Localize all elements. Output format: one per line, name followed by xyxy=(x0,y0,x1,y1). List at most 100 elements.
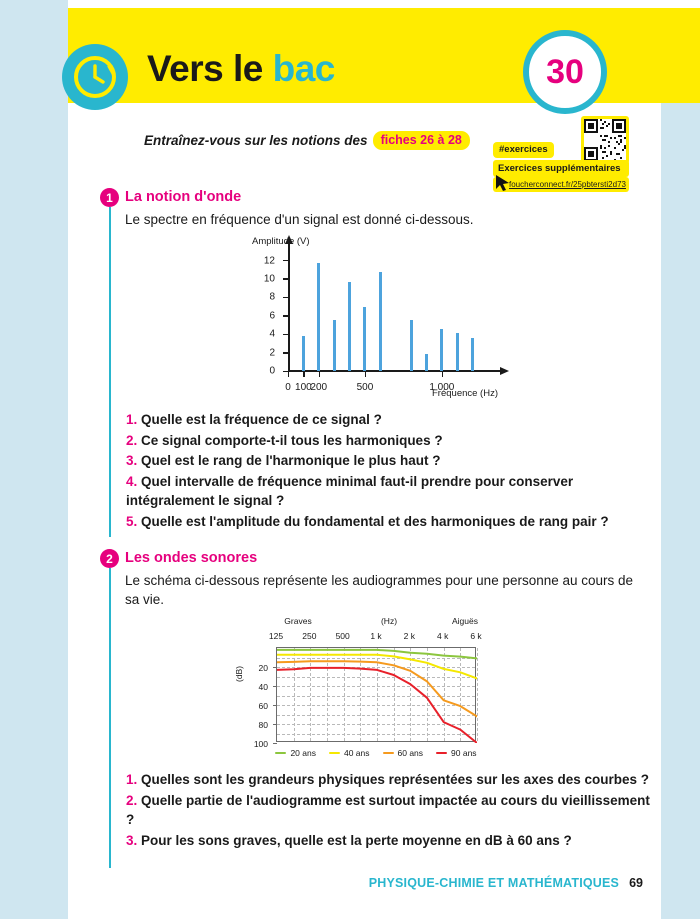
audiogram-legend-swatch xyxy=(436,751,448,755)
qr-code-icon[interactable] xyxy=(581,116,629,164)
audiogram-gridline-vertical xyxy=(343,648,345,741)
audiogram-x-tick-label: 500 xyxy=(335,631,350,641)
audiogram-gridline-vertical xyxy=(410,648,412,741)
spectrum-bar xyxy=(471,337,475,371)
spectrum-y-tick-label: 10 xyxy=(263,273,275,285)
spectrum-bar xyxy=(301,335,305,371)
audiogram-x-tick-label: 2 k xyxy=(403,631,415,641)
audiogram-gridline-vertical xyxy=(310,648,312,741)
question-number: 2. xyxy=(126,432,138,448)
audiogram-plot-area: 20 40 60 80 100 xyxy=(254,647,478,749)
spectrum-x-arrow-icon xyxy=(500,367,509,376)
section-2-body: Le schéma ci-dessous représente les audi… xyxy=(125,573,634,608)
spectrum-y-tick-label: 2 xyxy=(269,347,275,359)
question-item: 5. Quelle est l'amplitude du fondamental… xyxy=(126,512,656,532)
spectrum-y-axis-label: Amplitude (V) xyxy=(252,236,310,247)
audiogram-legend: 20 ans 40 ans 60 ans 90 ans xyxy=(266,748,486,758)
spectrum-y-tick: 8 xyxy=(269,292,288,303)
question-number: 1. xyxy=(126,772,138,787)
audiogram-gridline-vertical-minor xyxy=(460,648,462,741)
section-1-body: Le spectre en fréquence d'un signal est … xyxy=(125,212,474,227)
audiogram-legend-item: 60 ans xyxy=(382,748,424,758)
question-text: Pour les sons graves, quelle est la pert… xyxy=(141,832,572,848)
question-number: 2. xyxy=(126,792,138,808)
spectrum-x-tick-label: 0 xyxy=(285,382,291,393)
spectrum-y-tick: 10 xyxy=(264,274,288,285)
audiogram-gridline-vertical xyxy=(443,648,445,741)
section-2-bullet: 2 xyxy=(100,549,119,568)
question-text: Quel intervalle de fréquence minimal fau… xyxy=(126,473,574,509)
audiogram-gridline-vertical-minor xyxy=(393,648,395,741)
question-text: Quelles sont les grandeurs physiques rep… xyxy=(141,772,649,787)
exercices-url[interactable]: foucherconnect.fr/25pbtersti2d73 xyxy=(493,177,629,192)
question-text: Quelle est l'amplitude du fondamental et… xyxy=(141,513,609,529)
question-item: 2. Ce signal comporte-t-il tous les harm… xyxy=(126,431,656,451)
spectrum-bar xyxy=(409,320,413,371)
exercices-subtitle: Exercices supplémentaires xyxy=(493,160,629,177)
audiogram-y-tick-label: 20 xyxy=(258,662,268,673)
audiogram-legend-label: 20 ans xyxy=(290,748,316,758)
audiogram-legend-item: 20 ans xyxy=(275,748,316,758)
spectrum-y-tick: 2 xyxy=(269,347,288,358)
audiogram-x-tick-label: 6 k xyxy=(470,631,482,641)
spectrum-x-tick: 0 xyxy=(285,372,291,393)
page-title: Vers le bac xyxy=(147,48,335,90)
section-2-title: Les ondes sonores xyxy=(125,550,258,566)
spectrum-bar xyxy=(332,320,336,371)
question-item: 2. Quelle partie de l'audiogramme est su… xyxy=(126,791,656,830)
question-number: 5. xyxy=(126,513,138,529)
audiogram-label-graves: Graves xyxy=(284,616,312,626)
audiogram-y-axis-label: (dB) xyxy=(234,665,244,682)
right-decorative-band xyxy=(661,103,700,919)
audiogram-gridline-horizontal xyxy=(277,657,475,659)
intro-text: Entraînez-vous sur les notions des xyxy=(144,133,368,148)
section-1-title: La notion d'onde xyxy=(125,189,242,205)
audiogram-x-tick-label: 1 k xyxy=(370,631,382,641)
audiogram-legend-item: 90 ans xyxy=(436,748,477,758)
audiogram-curve-90-ans xyxy=(277,666,477,743)
spectrum-y-tick: 12 xyxy=(264,255,288,266)
frequency-spectrum-chart: Amplitude (V) Fréquence (Hz) 0 2 4 6 8 10 12 0… xyxy=(248,235,509,404)
question-item: 1. Quelle est la fréquence de ce signal … xyxy=(126,410,656,430)
spectrum-bar xyxy=(424,354,428,371)
spectrum-y-tick: 4 xyxy=(269,329,288,340)
page-title-part2: bac xyxy=(272,48,336,89)
audiogram-gridline-vertical xyxy=(377,648,378,741)
spectrum-y-axis xyxy=(288,242,290,372)
audiogram-legend-label: 40 ans xyxy=(343,748,370,758)
audiogram-curve-20-ans xyxy=(277,648,477,660)
audiogram-legend-label: 60 ans xyxy=(397,748,424,758)
spectrum-bar xyxy=(455,333,459,371)
footer-subject: PHYSIQUE-CHIMIE ET MATHÉMATIQUES xyxy=(368,876,620,890)
spectrum-x-tick: 100 xyxy=(295,372,312,393)
audiogram-curve-40-ans xyxy=(277,653,477,680)
question-number: 3. xyxy=(126,832,138,848)
spectrum-x-tick-label: 500 xyxy=(356,382,374,393)
question-number: 3. xyxy=(126,453,138,469)
spectrum-bar xyxy=(363,307,367,371)
spectrum-y-tick-label: 0 xyxy=(269,365,275,377)
spectrum-x-axis-label: Fréquence (Hz) xyxy=(432,388,498,399)
question-item: 1. Quelles sont les grandeurs physiques … xyxy=(126,770,656,790)
audiogram-legend-swatch xyxy=(328,751,340,755)
audiogram-y-tick: 40 xyxy=(259,682,277,692)
fiches-pill: fiches 26 à 28 xyxy=(372,131,470,150)
audiogram-legend-swatch xyxy=(382,751,394,755)
intro-line: Entraînez-vous sur les notions des fiches… xyxy=(144,131,470,150)
spectrum-plot-area: 0 2 4 6 8 10 12 0 100 200 500 1 000 xyxy=(264,235,509,393)
audiogram-y-tick-label: 60 xyxy=(258,700,268,711)
spectrum-x-tick: 500 xyxy=(357,372,373,393)
audiogram-gridline-horizontal xyxy=(277,667,475,668)
spectrum-y-tick-label: 6 xyxy=(269,310,275,322)
audiogram-gridline-horizontal xyxy=(277,705,475,706)
spectrum-bar xyxy=(348,282,352,371)
clock-rotate-icon xyxy=(62,44,128,110)
audiogram-gridline-horizontal xyxy=(277,724,475,725)
question-number: 4. xyxy=(126,473,138,489)
audiogram-gridline-horizontal xyxy=(277,714,475,716)
question-text: Quelle est la fréquence de ce signal ? xyxy=(141,412,382,427)
spectrum-x-tick-label: 100 xyxy=(295,382,312,393)
audiogram-curve-60-ans xyxy=(277,660,477,718)
question-item: 3. Quel est le rang de l'harmonique le p… xyxy=(126,451,656,471)
